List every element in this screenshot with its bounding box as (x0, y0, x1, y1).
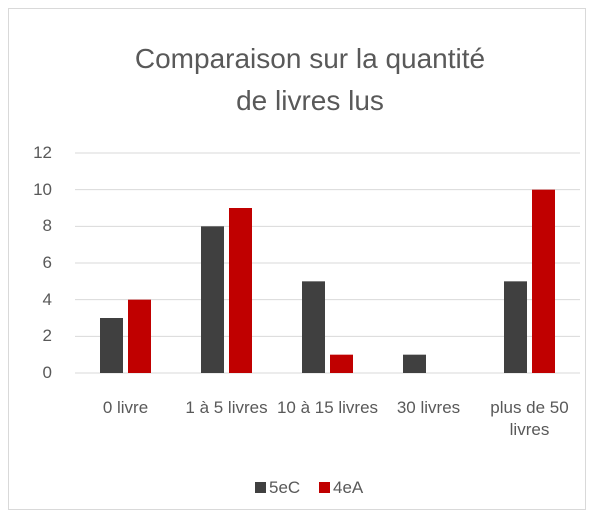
legend-label: 5eC (269, 478, 301, 497)
y-tick-label: 12 (33, 143, 52, 162)
chart-title: Comparaison sur la quantité de livres lu… (134, 43, 486, 116)
x-tick-label: plus de 50 livres (490, 398, 569, 439)
chart-frame (8, 8, 586, 510)
x-tick-label: 30 livres (396, 398, 461, 417)
bar (201, 226, 224, 373)
y-tick-label: 6 (42, 253, 52, 272)
legend-swatch (319, 482, 330, 493)
y-tick-label: 8 (42, 216, 52, 236)
x-tick-label: 1 à 5 livres (185, 398, 268, 417)
y-tick-label: 0 (42, 363, 52, 382)
bar (403, 354, 426, 373)
x-tick-label: 10 à 15 livres (276, 398, 379, 417)
bar (128, 299, 151, 373)
y-tick-label: 10 (33, 179, 52, 199)
legend-label: 4eA (333, 478, 364, 497)
y-tick-label: 2 (42, 326, 52, 346)
x-tick-label: 0 livre (102, 398, 149, 417)
bar (504, 281, 527, 373)
bar (532, 189, 555, 373)
bar (100, 318, 123, 373)
bar (330, 354, 353, 373)
y-tick-label: 4 (42, 289, 52, 309)
legend-swatch (255, 482, 266, 493)
bar (302, 281, 325, 373)
bar (229, 208, 252, 373)
